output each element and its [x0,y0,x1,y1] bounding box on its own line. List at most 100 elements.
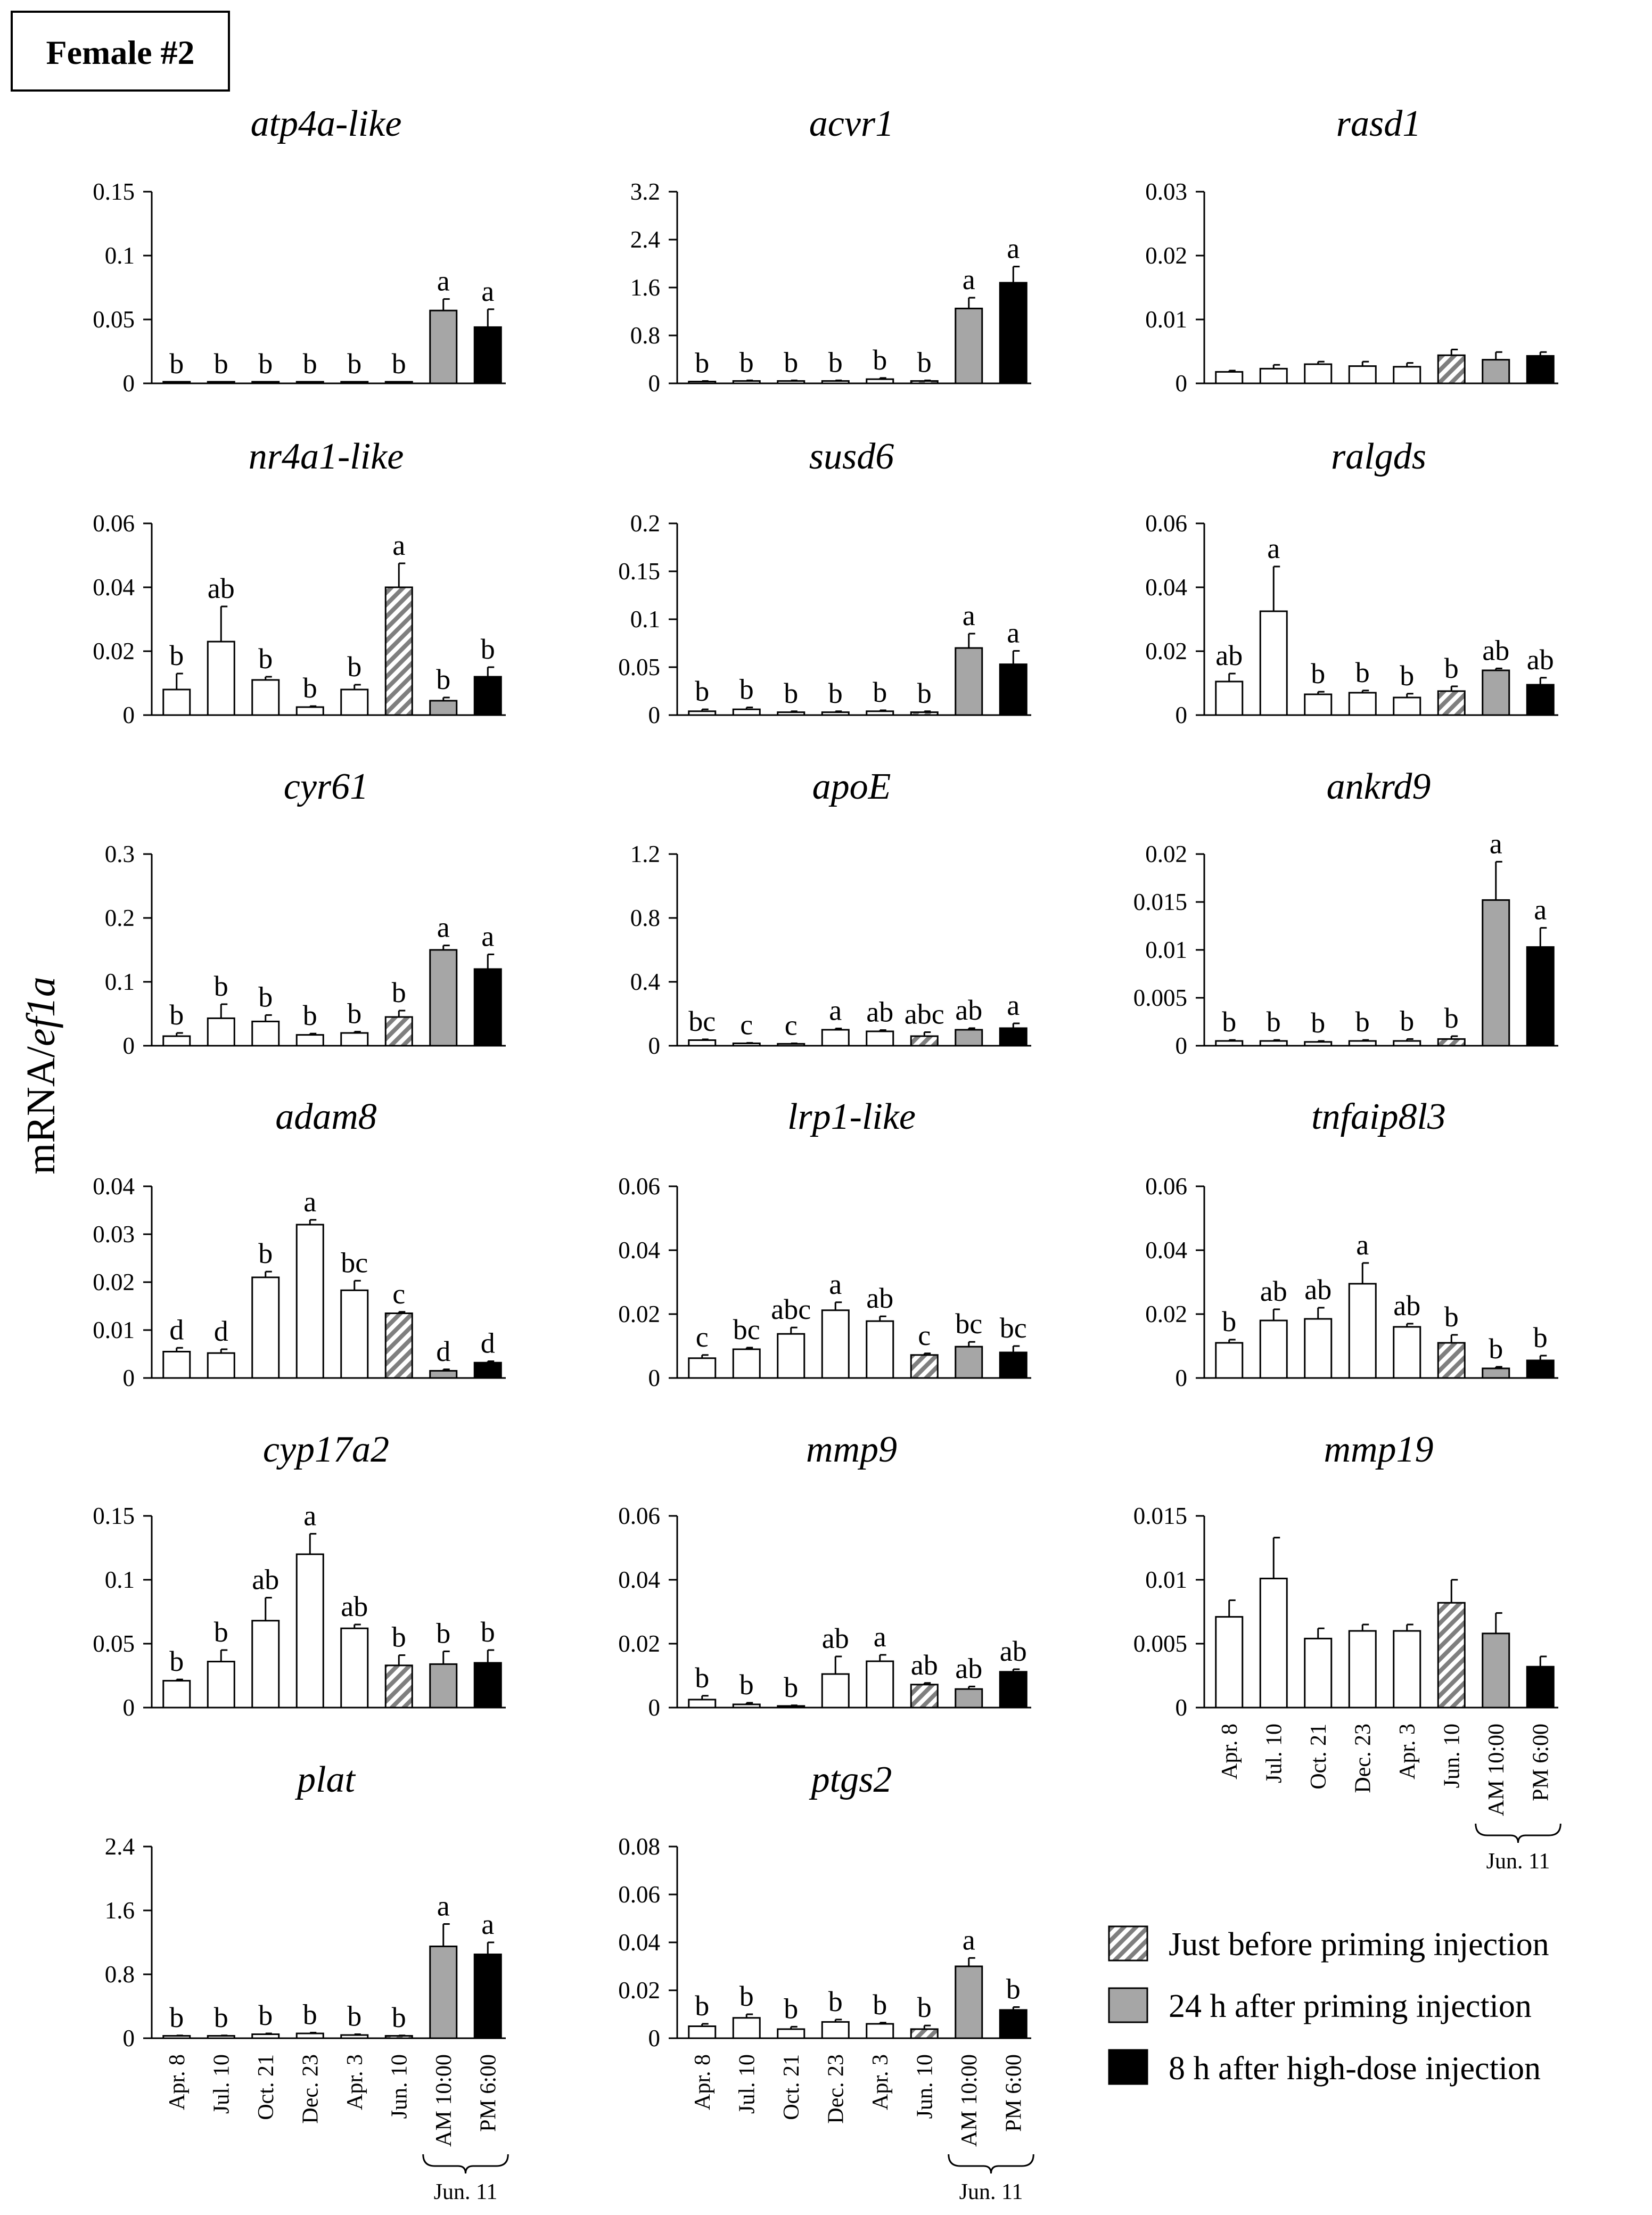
significance-letter: ab [341,1590,368,1622]
y-tick-label: 0.3 [105,841,135,867]
significance-letter: b [695,1990,709,2022]
significance-letter: b [392,2001,406,2033]
panel-title: cyr61 [284,766,368,807]
bar [1482,1367,1510,1379]
significance-letter: b [303,672,317,704]
significance-letter: d [214,1315,228,1347]
bar [777,2028,806,2039]
bar [1437,1038,1466,1047]
significance-letter: a [963,1924,975,1956]
legend-label-black: 8 h after high-dose injection [1169,2050,1541,2087]
significance-letter: d [436,1335,450,1367]
y-tick-label: 0.02 [618,1301,660,1327]
significance-letter: a [303,1186,316,1218]
significance-letter: b [303,1999,317,2031]
significance-letter: b [214,348,228,380]
y-tick-label: 0.15 [93,178,135,205]
bar [1437,1602,1466,1709]
significance-letter: b [392,977,406,1008]
significance-letter: ab [822,1622,849,1654]
bar [1215,1342,1244,1379]
bar [1393,1630,1421,1709]
category-label: Jun. 10 [387,2054,412,2119]
bar [207,1352,235,1379]
y-tick-label: 0.04 [1145,1237,1187,1264]
category-label: Jun. 10 [1440,1724,1464,1788]
bar [866,1320,894,1379]
panel-title: nr4a1-like [249,436,404,477]
bar [251,1276,280,1379]
figure-label-box: Female #2 [11,11,230,92]
significance-letter: b [214,970,228,1002]
significance-letter: a [437,912,450,944]
bar [429,1946,458,2039]
bar [1348,365,1377,384]
panel-title: ralgds [1331,436,1426,477]
significance-letter: ab [1215,639,1243,671]
y-tick-label: 0.8 [105,1961,135,1988]
significance-letter: b [169,999,184,1031]
significance-letter: b [258,1237,273,1269]
bar [429,700,458,716]
y-tick-label: 0.04 [618,1929,660,1956]
y-tick-label: 0 [123,1694,135,1721]
y-tick-label: 0 [1176,1032,1188,1059]
y-tick-label: 0.01 [1145,306,1187,333]
significance-letter: b [169,1645,184,1677]
significance-letter: b [214,2001,228,2033]
y-tick-label: 0.06 [93,510,135,537]
bar [910,380,939,384]
significance-letter: ab [252,1564,279,1596]
bar [866,1030,894,1047]
panel-title: mmp19 [1324,1429,1433,1470]
bar [473,326,502,384]
category-label: PM 6:00 [1528,1724,1553,1801]
significance-letter: b [1222,1306,1236,1338]
bar [207,641,235,716]
significance-letter: b [392,348,406,380]
bar [910,2028,939,2039]
bar [1304,1637,1333,1709]
significance-letter: ab [911,1649,938,1681]
bar [473,1662,502,1709]
category-label: Oct. 21 [779,2054,804,2120]
significance-letter: ab [866,1282,893,1314]
bar [688,2025,717,2039]
y-axis-label: mRNA/ef1a [19,977,63,1175]
y-tick-label: 0 [1176,1694,1188,1721]
category-label: Apr. 8 [691,2054,715,2110]
significance-letter: b [169,2001,184,2033]
significance-letter: bc [688,1005,716,1037]
y-tick-label: 0.05 [93,1630,135,1657]
significance-letter: b [1444,652,1459,684]
significance-letter: b [1222,1006,1236,1038]
bar [384,586,413,716]
y-tick-label: 0.02 [618,1977,660,2004]
significance-letter: ab [208,572,235,604]
y-tick-label: 0.06 [618,1173,660,1200]
significance-letter: b [303,999,317,1031]
bar [1393,366,1421,384]
significance-letter: b [784,1671,798,1703]
significance-letter: b [258,1999,273,2031]
significance-letter: c [785,1010,798,1041]
bar [1304,1318,1333,1379]
y-tick-label: 0 [123,370,135,397]
y-tick-label: 0.8 [630,322,660,349]
y-tick-label: 0.2 [630,510,660,537]
y-tick-label: 0.04 [93,574,135,601]
y-tick-label: 0.03 [1145,178,1187,205]
bar [866,1660,894,1709]
significance-letter: a [1534,894,1547,926]
category-label: Jun. 10 [913,2054,937,2119]
panel-title: mmp9 [806,1429,897,1470]
legend-swatch-gray [1108,1987,1148,2023]
significance-letter: b [347,651,361,683]
significance-letter: b [347,348,361,380]
y-tick-label: 0 [1176,1365,1188,1391]
significance-letter: ab [1260,1275,1287,1307]
